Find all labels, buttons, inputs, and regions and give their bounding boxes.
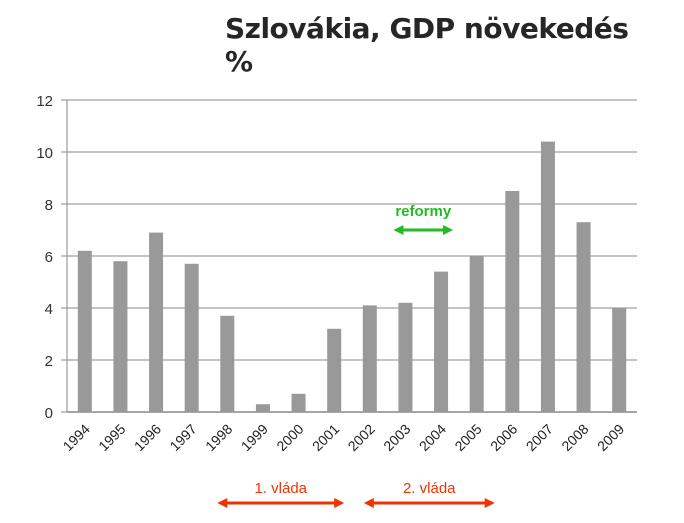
x-tick-labels: 1994 1995 1996 1997 1998 1999 2000 2001 2002 2003… xyxy=(60,421,628,454)
bar-2006 xyxy=(505,191,520,412)
bar-1997 xyxy=(184,263,199,412)
x-tick-label: 2007 xyxy=(523,421,556,454)
x-tick-label: 1994 xyxy=(60,421,93,454)
reformy-arrow xyxy=(393,225,454,235)
govt-1-arrow-head-right xyxy=(334,498,345,508)
bar-1996 xyxy=(149,232,164,412)
bar-2000 xyxy=(291,393,306,412)
govt-1-label: 1. vláda xyxy=(254,480,307,497)
govt-2-arrow-head-left xyxy=(363,498,374,508)
govt-1-arrow xyxy=(217,498,345,508)
x-tick-label: 1997 xyxy=(166,421,199,454)
x-tick-label: 2008 xyxy=(558,421,591,454)
y-tick-label: 2 xyxy=(45,353,53,370)
govt-2-arrow-head-right xyxy=(484,498,495,508)
y-tick-label: 6 xyxy=(45,249,53,266)
y-tick-label: 12 xyxy=(36,93,53,110)
annotations: reformy 1. vláda 2. vláda xyxy=(217,203,495,508)
govt-1-arrow-head-left xyxy=(217,498,228,508)
bar-2005 xyxy=(469,256,484,412)
bar-2007 xyxy=(540,141,555,412)
bars xyxy=(77,141,627,412)
y-tick-label: 8 xyxy=(45,197,53,214)
y-tick-label: 4 xyxy=(45,301,53,318)
govt-2-label: 2. vláda xyxy=(403,480,456,497)
x-tick-label: 2004 xyxy=(416,421,449,454)
x-tick-label: 2002 xyxy=(345,421,378,454)
x-tick-label: 2009 xyxy=(594,421,627,454)
reformy-arrow-head-right xyxy=(443,225,454,235)
x-tick-label: 1995 xyxy=(95,421,128,454)
x-tick-label: 2000 xyxy=(273,421,306,454)
x-tick-label: 1998 xyxy=(202,421,235,454)
x-tick-label: 2001 xyxy=(309,421,342,454)
reformy-label: reformy xyxy=(395,203,452,220)
govt-2-arrow xyxy=(363,498,495,508)
x-tick-label: 2003 xyxy=(380,421,413,454)
bar-2009 xyxy=(612,308,627,412)
bar-1999 xyxy=(255,404,270,412)
x-tick-label: 1996 xyxy=(131,421,164,454)
bar-1994 xyxy=(77,250,92,412)
bar-2004 xyxy=(434,271,449,412)
x-tick-label: 1999 xyxy=(238,421,271,454)
bar-1995 xyxy=(113,261,128,412)
bar-2002 xyxy=(362,305,377,412)
bar-1998 xyxy=(220,315,235,412)
reformy-arrow-head-left xyxy=(393,225,404,235)
x-tick-label: 2006 xyxy=(487,421,520,454)
bar-2008 xyxy=(576,222,591,412)
x-tick-label: 2005 xyxy=(451,421,484,454)
bar-2001 xyxy=(327,328,342,412)
y-tick-labels: 0 2 4 6 8 10 12 xyxy=(36,93,53,422)
y-tick-label: 10 xyxy=(36,145,53,162)
y-tick-label: 0 xyxy=(45,405,53,422)
bar-2003 xyxy=(398,302,413,412)
chart-title: Szlovákia, GDP növekedés % xyxy=(225,12,629,78)
